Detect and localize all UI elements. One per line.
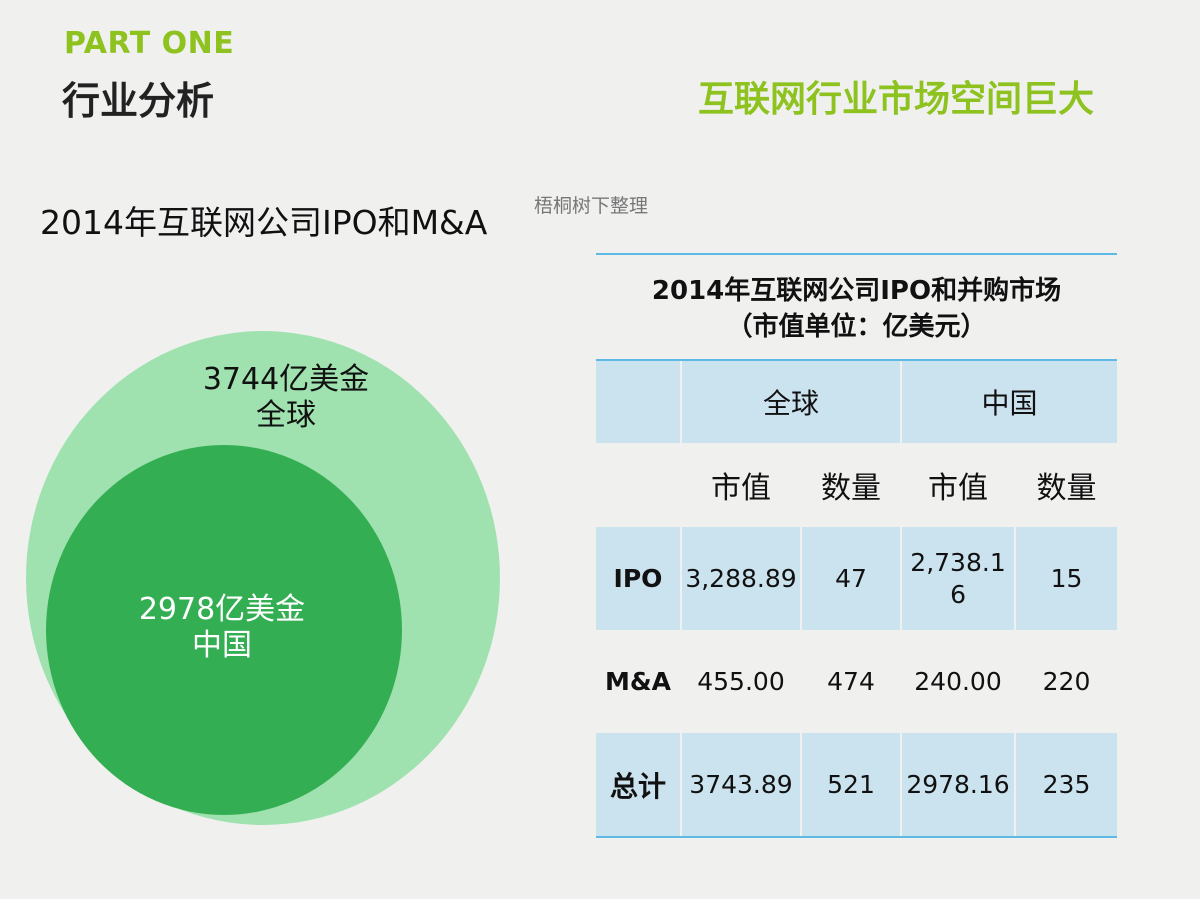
table-cell: 47 <box>801 527 903 630</box>
column-header: 市值 <box>901 443 1017 527</box>
part-label: PART ONE <box>64 26 235 61</box>
table-cell-value: 2,738.16 <box>910 547 1006 609</box>
table-row: 总计 3743.89 521 2978.16 235 <box>596 733 1118 838</box>
table-row: M&A 455.00 474 240.00 220 <box>596 630 1117 733</box>
column-header: 数量 <box>1036 471 1097 506</box>
row-label: M&A <box>596 630 682 733</box>
table-unit-note: （市值单位：亿美元） <box>726 312 987 342</box>
china-market-label: 2978亿美金 中国 <box>122 592 322 664</box>
table-cell: 3743.89 <box>681 733 802 838</box>
section-title: 行业分析 <box>62 79 215 123</box>
table-cell: 2978.16 <box>901 733 1017 838</box>
table-cell: 15 <box>1015 527 1118 630</box>
china-market-value: 2978亿美金 <box>138 592 306 627</box>
table-region-header-row: 全球 中国 <box>596 361 1118 443</box>
market-table: 2014年互联网公司IPO和并购市场 （市值单位：亿美元） 全球 中国 市值 数… <box>596 253 1118 838</box>
table-cell: 2,738.16 <box>901 527 1017 630</box>
table-title: 2014年互联网公司IPO和并购市场 <box>651 276 1062 306</box>
market-data-table: 全球 中国 市值 数量 市值 数量 IPO 3,288.89 47 2,738.… <box>596 361 1118 838</box>
global-market-name: 全球 <box>256 398 316 433</box>
global-market-value: 3744亿美金 <box>202 362 370 397</box>
row-label: IPO <box>596 527 682 630</box>
table-cell: 521 <box>801 733 903 838</box>
table-row: IPO 3,288.89 47 2,738.16 15 <box>596 527 1118 630</box>
column-header: 数量 <box>801 443 903 527</box>
table-cell: 235 <box>1015 733 1118 838</box>
table-corner-cell <box>596 443 682 527</box>
slide-headline: 互联网行业市场空间巨大 <box>697 79 1094 120</box>
china-market-name: 中国 <box>192 628 252 663</box>
chart-subtitle: 2014年互联网公司IPO和M&A <box>40 203 488 242</box>
column-header: 市值 <box>681 443 802 527</box>
watermark-text: 梧桐树下整理 <box>534 195 649 217</box>
region-header-china: 中国 <box>901 361 1118 443</box>
table-cell: 220 <box>1042 667 1091 696</box>
row-label: 总计 <box>596 733 682 838</box>
global-market-label: 3744亿美金 全球 <box>186 362 386 434</box>
table-corner-cell <box>596 361 682 443</box>
table-caption: 2014年互联网公司IPO和并购市场 （市值单位：亿美元） <box>596 253 1117 361</box>
china-market-circle <box>46 445 402 815</box>
region-header-global: 全球 <box>681 361 903 443</box>
table-cell: 3,288.89 <box>681 527 802 630</box>
table-cell: 474 <box>801 630 903 733</box>
table-cell: 455.00 <box>681 630 802 733</box>
table-column-header-row: 市值 数量 市值 数量 <box>596 443 1117 527</box>
table-cell: 240.00 <box>901 630 1017 733</box>
